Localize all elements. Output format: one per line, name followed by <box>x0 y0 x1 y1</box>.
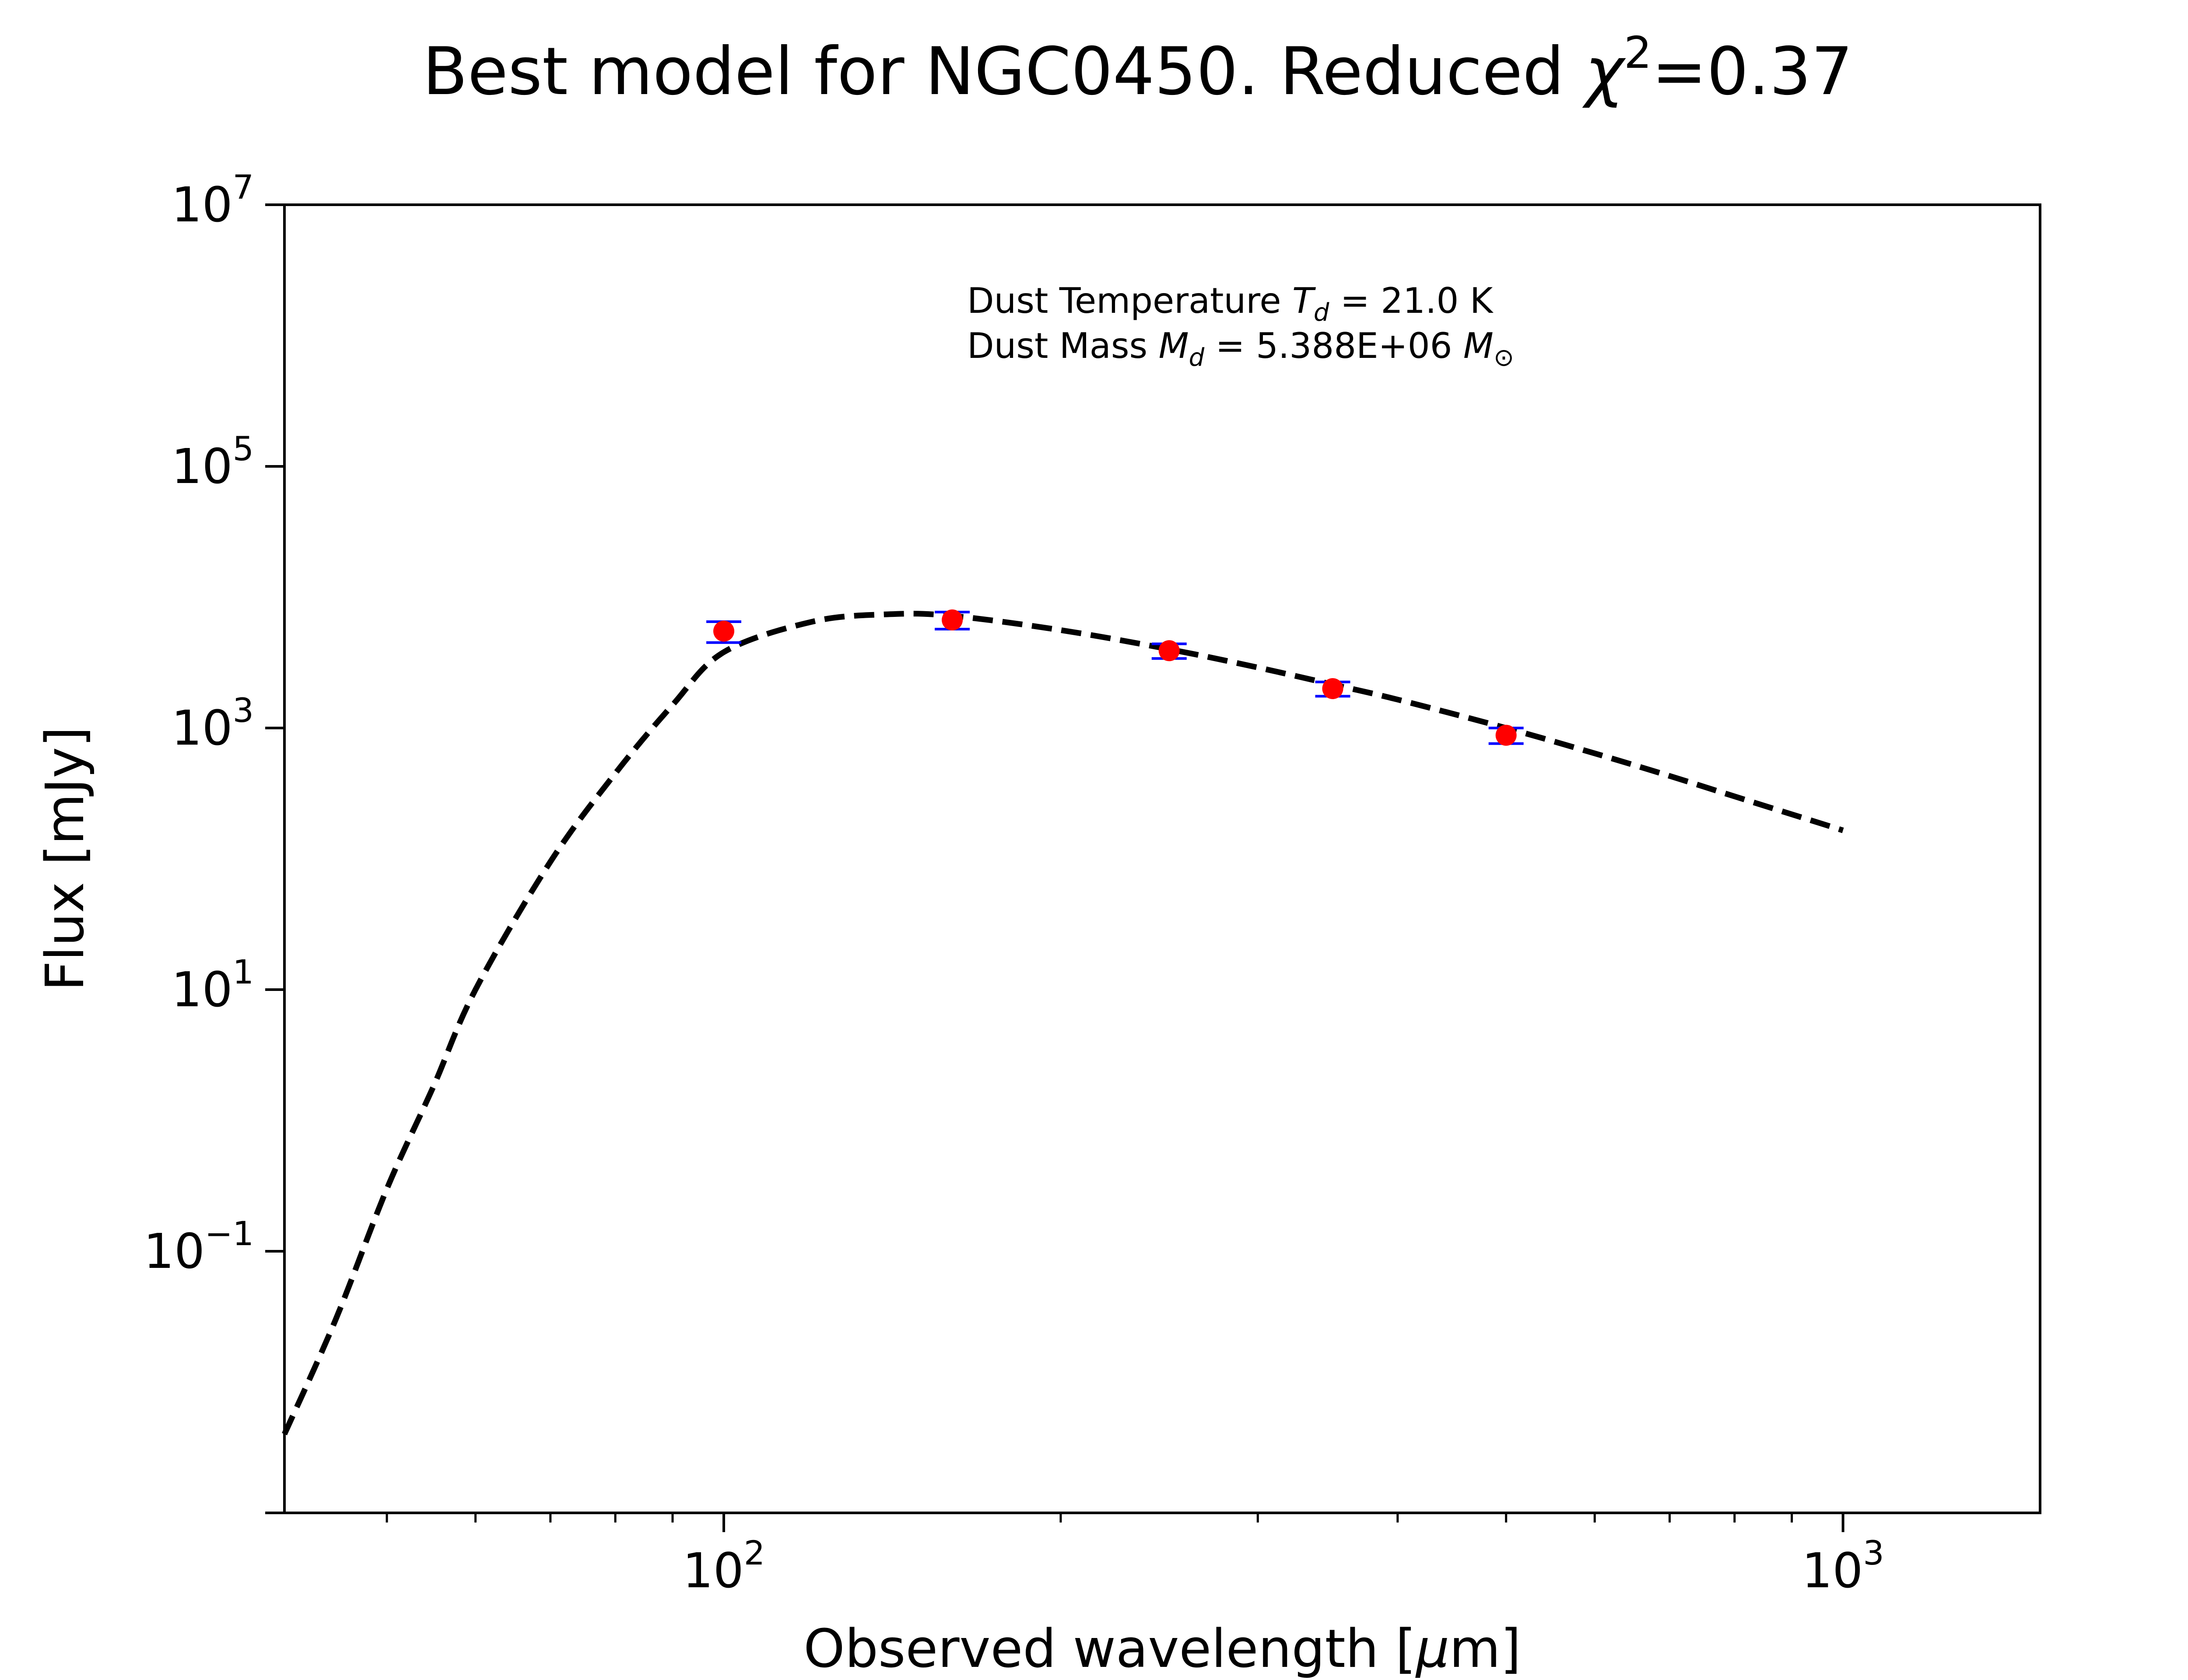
data-points-layer <box>706 609 1524 746</box>
y-tick-label: 103 <box>172 691 254 756</box>
plot-area <box>282 203 2041 1514</box>
y-axis-label: Flux [mJy] <box>35 727 96 991</box>
x-tick-label: 103 <box>1802 1533 1884 1599</box>
y-tick-label: 101 <box>172 952 254 1018</box>
y-tick-label: 10−1 <box>144 1214 254 1279</box>
chart-title: Best model for NGC0450. Reduced χ2=0.37 <box>423 27 1853 110</box>
data-marker <box>1495 724 1517 746</box>
y-axis-ticks: 107 105 103 101 10−1 <box>144 168 284 1514</box>
data-marker <box>942 609 963 631</box>
x-axis-ticks: 102 103 <box>386 1513 1884 1599</box>
data-marker <box>1322 678 1343 699</box>
y-tick-label: 105 <box>172 429 254 494</box>
data-marker <box>1158 640 1180 662</box>
x-axis-label: Observed wavelength [μm] <box>803 1619 1521 1680</box>
data-point <box>1488 724 1524 746</box>
model-curve <box>282 611 1844 1435</box>
model-curve-layer <box>282 611 1844 1435</box>
annotation-dust-mass: Dust Mass Md = 5.388E+06 M⊙ <box>967 326 1514 372</box>
data-point <box>1315 678 1350 699</box>
y-tick-label: 107 <box>172 168 254 233</box>
annotation-dust-temperature: Dust Temperature Td = 21.0 K <box>967 280 1494 327</box>
x-tick-label: 102 <box>683 1533 765 1599</box>
data-point <box>1151 640 1187 662</box>
data-point <box>935 609 970 631</box>
data-marker <box>713 620 734 642</box>
plot-frame <box>283 203 2041 1514</box>
data-point <box>706 620 741 644</box>
